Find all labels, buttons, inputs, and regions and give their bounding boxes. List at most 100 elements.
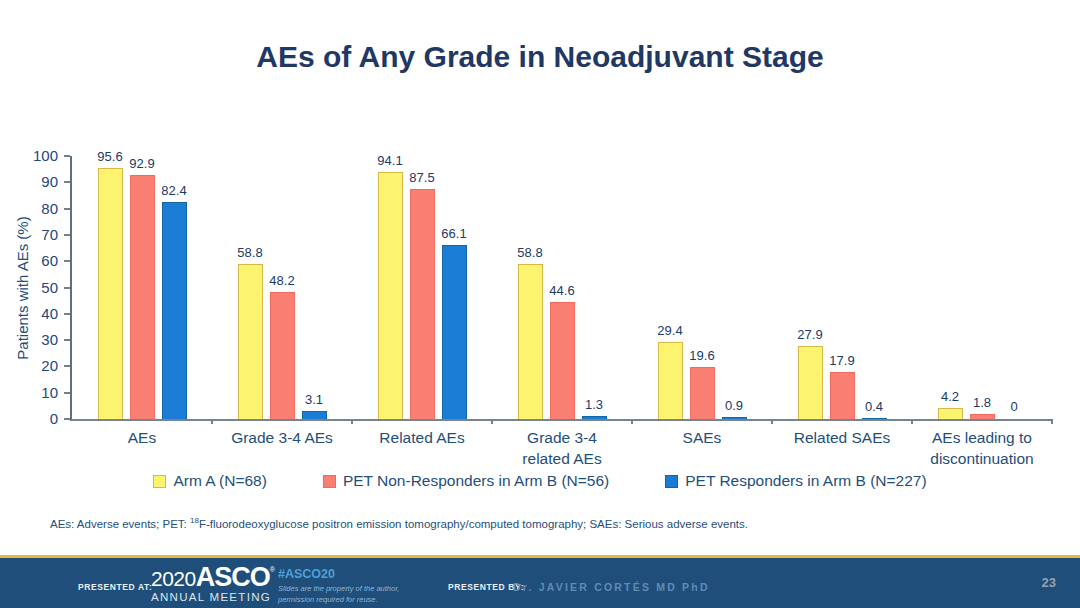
y-tick-label: 70 (0, 226, 70, 244)
bar: 48.2 (270, 292, 295, 419)
footnote-text-pre: AEs: Adverse events; PET: (50, 518, 190, 530)
bar-value-label: 94.1 (377, 153, 402, 168)
footnote-text-post: F-fluorodeoxyglucose positron emission t… (199, 518, 748, 530)
hashtag-block: #ASCO20 Slides are the property of the a… (278, 567, 399, 605)
bar-value-label: 29.4 (657, 323, 682, 338)
footnote-superscript: 18 (190, 516, 199, 525)
y-tick-label: 30 (0, 331, 70, 349)
legend-label: Arm A (N=68) (173, 472, 266, 490)
legend-swatch (323, 475, 336, 488)
bar: 66.1 (442, 245, 467, 419)
bar-value-label: 17.9 (829, 353, 854, 368)
bar-value-label: 95.6 (97, 149, 122, 164)
bar: 44.6 (550, 302, 575, 419)
bar: 3.1 (302, 411, 327, 419)
slide-title: AEs of Any Grade in Neoadjuvant Stage (0, 40, 1080, 74)
bar-value-label: 19.6 (689, 348, 714, 363)
x-category-label: Related AEs (352, 428, 492, 449)
category-group: 58.848.23.1Grade 3-4 AEs (212, 156, 352, 419)
bar-value-label: 0 (1010, 399, 1017, 414)
x-axis-tick-mark (491, 419, 493, 424)
category-group: 29.419.60.9SAEs (632, 156, 772, 419)
bar: 82.4 (162, 202, 187, 419)
bar-value-label: 1.3 (585, 397, 603, 412)
asco-logo: 2020ASCO® ANNUAL MEETING (151, 564, 275, 604)
category-group: 95.692.982.4AEs (72, 156, 212, 419)
bar-value-label: 66.1 (441, 226, 466, 241)
bar: 27.9 (798, 346, 823, 419)
category-group: 58.844.61.3Grade 3-4 related AEs (492, 156, 632, 419)
bar: 1.8 (970, 414, 995, 419)
hashtag: #ASCO20 (278, 567, 399, 581)
y-tick-label: 90 (0, 173, 70, 191)
bar: 92.9 (130, 175, 155, 419)
footer-bar: PRESENTED AT: 2020ASCO® ANNUAL MEETING #… (0, 555, 1080, 608)
bar-value-label: 58.8 (237, 245, 262, 260)
footer-disclaimer-line1: Slides are the property of the author, (278, 584, 399, 595)
bar: 1.3 (582, 416, 607, 419)
bar-value-label: 58.8 (517, 245, 542, 260)
bar-value-label: 27.9 (797, 327, 822, 342)
legend-swatch (665, 475, 678, 488)
legend-item: PET Responders in Arm B (N=227) (665, 472, 926, 490)
bar: 0.4 (862, 418, 887, 419)
bar: 94.1 (378, 172, 403, 419)
x-category-label: AEs (72, 428, 212, 449)
category-group: 4.21.80AEs leading to discontinuation (912, 156, 1052, 419)
bar-value-label: 3.1 (305, 392, 323, 407)
legend-label: PET Non-Responders in Arm B (N=56) (343, 472, 609, 490)
presenter-name: Dr. JAVIER CORTÉS MD PhD (513, 581, 710, 593)
bar: 0.9 (722, 417, 747, 419)
bar: 95.6 (98, 168, 123, 419)
bar: 58.8 (238, 264, 263, 419)
bar: 17.9 (830, 372, 855, 419)
x-category-label: SAEs (632, 428, 772, 449)
y-tick-label: 10 (0, 384, 70, 402)
asco-logo-name: ASCO (196, 564, 270, 591)
y-tick-label: 100 (0, 147, 70, 165)
plot-area: 95.692.982.4AEs58.848.23.1Grade 3-4 AEs9… (70, 156, 1052, 421)
y-axis-ticks: 0102030405060708090100 (0, 156, 70, 419)
x-axis-tick-mark (631, 419, 633, 424)
bar: 29.4 (658, 342, 683, 419)
bar-value-label: 4.2 (941, 389, 959, 404)
category-group: 27.917.90.4Related SAEs (772, 156, 912, 419)
bar-value-label: 0.4 (865, 399, 883, 414)
legend-item: PET Non-Responders in Arm B (N=56) (323, 472, 609, 490)
bar-value-label: 92.9 (129, 156, 154, 171)
y-tick-label: 40 (0, 305, 70, 323)
x-axis-tick-mark (211, 419, 213, 424)
bar: 4.2 (938, 408, 963, 419)
bar-value-label: 44.6 (549, 283, 574, 298)
bar-value-label: 48.2 (269, 273, 294, 288)
registered-mark-icon: ® (270, 566, 275, 573)
bar-value-label: 82.4 (161, 183, 186, 198)
asco-logo-year: 2020 (151, 568, 196, 589)
legend-swatch (153, 475, 166, 488)
y-tick-label: 80 (0, 200, 70, 218)
presented-at-label: PRESENTED AT: (78, 582, 152, 592)
footnote: AEs: Adverse events; PET: 18F-fluorodeox… (50, 516, 748, 530)
legend-item: Arm A (N=68) (153, 472, 266, 490)
x-category-label: AEs leading to discontinuation (912, 428, 1052, 470)
y-tick-label: 50 (0, 279, 70, 297)
x-axis-tick-mark (771, 419, 773, 424)
bar-value-label: 0.9 (725, 398, 743, 413)
footer-disclaimer-line2: permission required for reuse. (278, 595, 399, 606)
page-number: 23 (1042, 575, 1056, 590)
category-group: 94.187.566.1Related AEs (352, 156, 492, 419)
x-category-label: Grade 3-4 AEs (212, 428, 352, 449)
asco-logo-subtitle: ANNUAL MEETING (151, 592, 275, 604)
x-axis-tick-mark (1051, 419, 1053, 424)
y-tick-label: 20 (0, 357, 70, 375)
x-axis-tick-mark (351, 419, 353, 424)
bar: 58.8 (518, 264, 543, 419)
legend-label: PET Responders in Arm B (N=227) (685, 472, 926, 490)
x-category-label: Grade 3-4 related AEs (492, 428, 632, 470)
y-tick-label: 0 (0, 410, 70, 428)
x-axis-tick-mark (911, 419, 913, 424)
x-category-label: Related SAEs (772, 428, 912, 449)
slide: AEs of Any Grade in Neoadjuvant Stage Pa… (0, 0, 1080, 608)
footer-disclaimer: Slides are the property of the author, p… (278, 584, 399, 605)
bar-value-label: 1.8 (973, 395, 991, 410)
